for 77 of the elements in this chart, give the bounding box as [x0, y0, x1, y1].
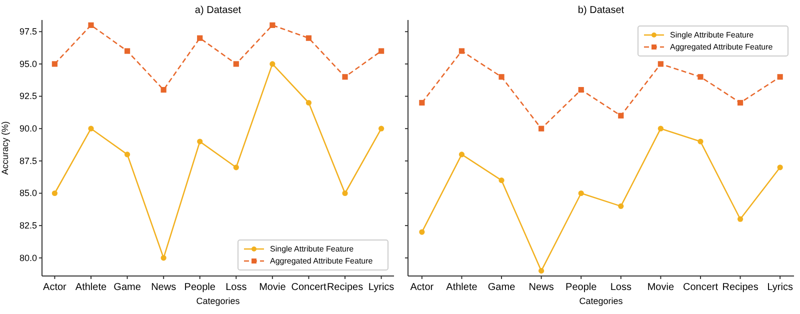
point: [618, 112, 624, 118]
x-axis-title: Categories: [579, 296, 624, 306]
point: [233, 61, 239, 67]
point: [658, 61, 664, 67]
point: [578, 190, 584, 196]
legend-label: Single Attribute Feature: [270, 244, 354, 254]
point: [233, 164, 239, 170]
point: [658, 126, 664, 132]
point: [306, 100, 312, 106]
point: [342, 74, 348, 80]
y-tick-label: 97.5: [19, 26, 37, 37]
x-tick-label: Recipes: [722, 282, 758, 293]
x-tick-label: Game: [114, 282, 142, 293]
x-axis-title: Categories: [196, 296, 240, 306]
x-tick-label: Game: [488, 282, 516, 293]
point: [538, 126, 544, 132]
y-tick-label: 90.0: [19, 123, 37, 134]
point: [419, 229, 425, 235]
point: [777, 164, 783, 170]
y-tick-label: 95.0: [19, 58, 37, 69]
point: [618, 203, 624, 209]
point: [270, 22, 276, 28]
point: [498, 178, 504, 184]
point: [498, 74, 504, 80]
x-tick-label: Concert: [291, 282, 326, 293]
y-tick-label: 85.0: [19, 188, 37, 198]
x-tick-label: Actor: [410, 282, 434, 293]
chart-title: a) Dataset: [194, 5, 242, 16]
x-tick-label: Loss: [610, 282, 632, 293]
legend-label: Single Attribute Feature: [670, 30, 754, 40]
x-tick-label: News: [151, 282, 176, 293]
point: [124, 48, 130, 54]
point: [419, 100, 425, 106]
x-tick-label: Athlete: [75, 282, 107, 293]
legend-label: Aggregated Attribute Feature: [270, 256, 374, 266]
x-tick-label: Lyrics: [767, 282, 793, 293]
x-tick-label: People: [566, 282, 598, 293]
y-tick-label: 80.0: [19, 252, 37, 263]
x-tick-label: People: [184, 282, 216, 293]
point: [52, 190, 58, 196]
point: [378, 126, 384, 132]
x-tick-label: Athlete: [446, 282, 478, 293]
point: [777, 74, 783, 80]
x-tick-label: Movie: [259, 282, 286, 293]
point: [737, 100, 744, 106]
point: [698, 138, 704, 144]
point: [306, 35, 312, 41]
x-tick-label: News: [528, 282, 554, 293]
x-tick-label: Concert: [682, 282, 718, 293]
x-tick-label: Actor: [43, 282, 68, 293]
point: [88, 126, 94, 132]
point: [270, 61, 276, 67]
x-tick-label: Lyrics: [368, 282, 394, 293]
point: [88, 22, 94, 28]
y-tick-label: 92.5: [19, 91, 37, 102]
point: [578, 87, 584, 93]
chart-title: b) Dataset: [578, 5, 624, 16]
x-tick-label: Recipes: [326, 282, 364, 293]
point: [737, 216, 744, 222]
point: [378, 48, 384, 54]
point: [124, 152, 130, 158]
point: [458, 152, 465, 158]
point: [698, 74, 704, 80]
point: [197, 35, 203, 41]
point: [52, 61, 58, 67]
legend-label: Aggregated Attribute Feature: [670, 42, 774, 52]
point: [538, 268, 544, 274]
x-tick-label: Movie: [647, 282, 674, 293]
y-axis-title: Accuracy (%): [0, 121, 10, 175]
x-tick-label: Loss: [226, 282, 247, 293]
point: [197, 138, 203, 144]
point: [458, 48, 465, 54]
point: [160, 255, 166, 261]
y-tick-label: 82.5: [19, 220, 37, 230]
point: [160, 87, 166, 93]
point: [342, 190, 348, 196]
y-tick-label: 87.5: [19, 156, 37, 166]
